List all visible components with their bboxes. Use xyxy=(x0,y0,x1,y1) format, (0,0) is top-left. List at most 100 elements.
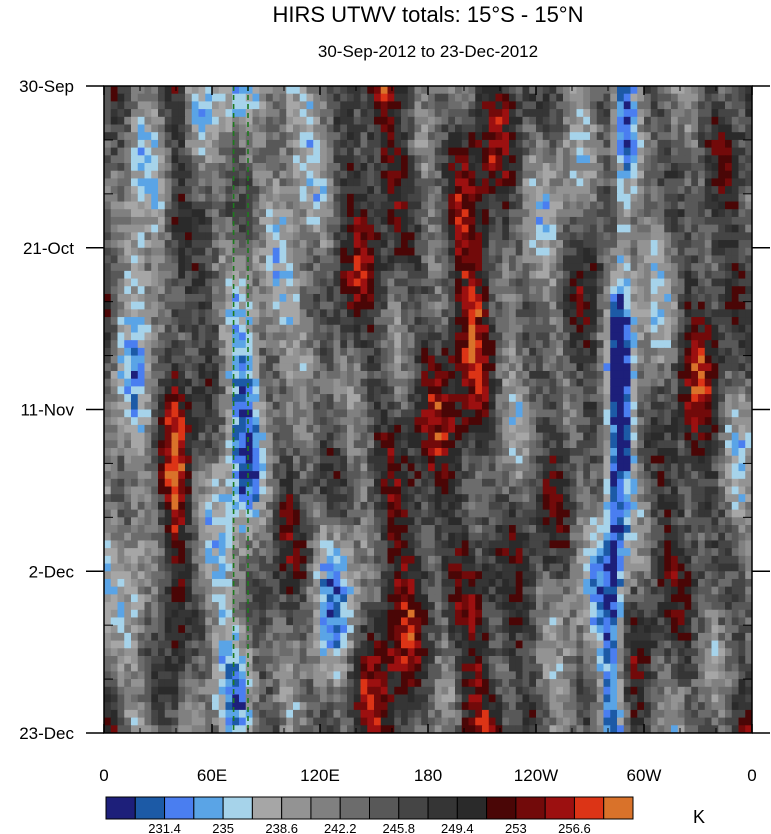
heatmap-cell xyxy=(421,278,429,287)
heatmap-cell xyxy=(542,163,551,172)
heatmap-cell xyxy=(218,170,227,180)
heatmap-cell xyxy=(718,201,726,210)
heatmap-cell xyxy=(137,386,146,395)
heatmap-cell xyxy=(326,440,335,449)
heatmap-cell xyxy=(252,270,260,280)
heatmap-cell xyxy=(374,240,382,249)
heatmap-cell xyxy=(252,347,260,357)
heatmap-cell xyxy=(117,463,125,472)
heatmap-cell xyxy=(421,201,429,210)
heatmap-cell xyxy=(691,347,699,357)
heatmap-cell xyxy=(117,432,125,441)
heatmap-cell xyxy=(306,286,314,295)
heatmap-cell xyxy=(293,255,301,264)
heatmap-cell xyxy=(320,324,328,334)
heatmap-cell xyxy=(137,424,146,434)
heatmap-cell xyxy=(509,417,517,426)
heatmap-cell xyxy=(522,124,530,133)
heatmap-cell xyxy=(117,363,125,372)
heatmap-cell xyxy=(529,471,537,480)
heatmap-cell xyxy=(360,216,368,226)
heatmap-cell xyxy=(353,440,362,449)
heatmap-cell xyxy=(563,471,571,480)
heatmap-cell xyxy=(644,386,652,395)
heatmap-cell xyxy=(522,116,530,126)
heatmap-cell xyxy=(448,463,456,472)
heatmap-cell xyxy=(360,394,368,403)
heatmap-cell xyxy=(657,209,665,218)
heatmap-cell xyxy=(340,424,348,434)
heatmap-cell xyxy=(603,240,611,249)
heatmap-cell xyxy=(124,132,132,141)
heatmap-cell xyxy=(293,86,301,95)
heatmap-cell xyxy=(347,147,355,156)
heatmap-cell xyxy=(610,186,618,195)
heatmap-cell xyxy=(671,263,679,272)
heatmap-cell xyxy=(495,247,503,257)
heatmap-cell xyxy=(657,216,665,226)
heatmap-cell xyxy=(286,440,294,449)
heatmap-cell xyxy=(623,455,632,465)
heatmap-cell xyxy=(164,224,173,233)
heatmap-cell xyxy=(137,378,146,387)
heatmap-cell xyxy=(725,293,733,303)
heatmap-cell xyxy=(191,116,200,126)
heatmap-cell xyxy=(239,471,247,480)
heatmap-cell xyxy=(495,232,503,241)
heatmap-cell xyxy=(509,424,517,434)
heatmap-cell xyxy=(657,386,665,395)
heatmap-cell xyxy=(650,132,659,141)
heatmap-cell xyxy=(387,340,395,349)
heatmap-cell xyxy=(704,432,713,441)
heatmap-cell xyxy=(549,263,557,272)
heatmap-cell xyxy=(684,394,692,403)
heatmap-cell xyxy=(367,116,375,126)
heatmap-cell xyxy=(387,455,395,465)
heatmap-cell xyxy=(637,216,645,226)
heatmap-cell xyxy=(637,255,645,264)
heatmap-cell xyxy=(353,293,362,303)
heatmap-cell xyxy=(509,101,517,110)
heatmap-cell xyxy=(515,132,524,141)
heatmap-cell xyxy=(266,332,274,341)
heatmap-cell xyxy=(698,163,706,172)
heatmap-cell xyxy=(225,170,233,180)
heatmap-cell xyxy=(164,432,173,441)
heatmap-cell xyxy=(434,324,443,334)
heatmap-cell xyxy=(441,401,449,411)
heatmap-cell xyxy=(279,86,287,95)
heatmap-cell xyxy=(698,116,706,126)
heatmap-cell xyxy=(664,178,672,187)
heatmap-cell xyxy=(164,324,173,334)
heatmap-cell xyxy=(124,163,132,172)
heatmap-cell xyxy=(664,224,672,233)
heatmap-cell xyxy=(191,193,200,203)
heatmap-cell xyxy=(286,332,294,341)
heatmap-cell xyxy=(353,394,362,403)
heatmap-cell xyxy=(353,132,362,141)
heatmap-cell xyxy=(212,370,220,380)
heatmap-cell xyxy=(583,340,591,349)
heatmap-cell xyxy=(293,240,301,249)
heatmap-cell xyxy=(313,324,321,334)
heatmap-cell xyxy=(326,278,335,287)
heatmap-cell xyxy=(441,132,449,141)
heatmap-cell xyxy=(428,355,436,364)
heatmap-cell xyxy=(441,432,449,441)
heatmap-cell xyxy=(556,263,564,272)
heatmap-cell xyxy=(657,178,665,187)
heatmap-cell xyxy=(684,363,692,372)
heatmap-cell xyxy=(664,109,672,118)
heatmap-cell xyxy=(225,409,233,418)
heatmap-cell xyxy=(495,155,503,164)
heatmap-cell xyxy=(650,293,659,303)
heatmap-cell xyxy=(745,209,752,218)
heatmap-cell xyxy=(671,432,679,441)
heatmap-cell xyxy=(434,378,443,387)
heatmap-cell xyxy=(205,332,213,341)
heatmap-cell xyxy=(164,417,173,426)
heatmap-cell xyxy=(691,101,699,110)
heatmap-cell xyxy=(279,155,287,164)
heatmap-cell xyxy=(347,301,355,310)
heatmap-cell xyxy=(353,116,362,126)
